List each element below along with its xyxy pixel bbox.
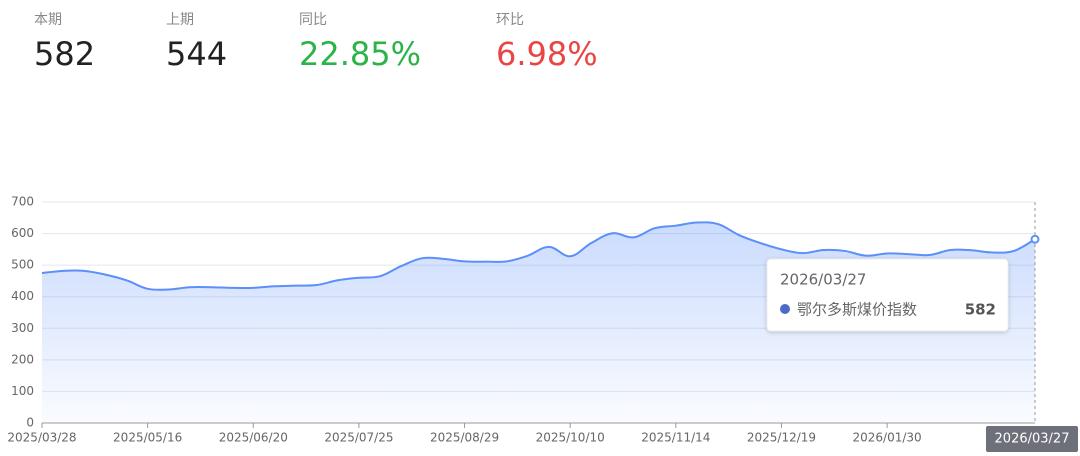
stat-value: 582	[34, 35, 95, 73]
x-tick-label: 2025/07/25	[324, 431, 393, 445]
y-tick-label: 500	[11, 258, 34, 272]
x-tick-label: 2025/11/14	[641, 431, 710, 445]
y-tick-label: 200	[11, 352, 34, 366]
tooltip-date: 2026/03/27	[780, 271, 866, 289]
pointer-label: 2026/03/27	[995, 432, 1070, 447]
x-tick-label: 2025/12/19	[747, 431, 816, 445]
pointer-label-bg	[986, 426, 1078, 452]
x-tick-label: 2025/03/28	[7, 431, 76, 445]
stat-label: 本期	[34, 12, 62, 28]
tooltip	[766, 258, 1009, 332]
stat-value: 544	[166, 35, 227, 73]
line	[41, 221, 1036, 291]
x-tick-label: 2025/10/10	[536, 431, 605, 445]
y-tick-label: 600	[11, 226, 34, 240]
stat-label: 环比	[496, 12, 524, 28]
y-tick-label: 300	[11, 321, 34, 335]
stat-value: 6.98%	[496, 35, 598, 73]
stat-value: 22.85%	[299, 35, 421, 73]
x-tick-label: 2025/06/20	[219, 431, 288, 445]
y-tick-label: 700	[11, 195, 34, 209]
highlight-point	[1030, 234, 1040, 244]
tooltip-value: 582	[965, 301, 996, 319]
x-tick-label: 2025/05/16	[113, 431, 182, 445]
y-tick-label: 400	[11, 289, 34, 303]
x-tick-label: 2025/08/29	[430, 431, 499, 445]
x-tick-label: 2026/01/30	[853, 431, 922, 445]
y-tick-label: 100	[11, 384, 34, 398]
stat-label: 上期	[166, 12, 194, 28]
stat-label: 同比	[299, 12, 327, 28]
y-tick-label: 0	[26, 416, 34, 430]
tooltip-marker	[780, 304, 790, 314]
tooltip-series: 鄂尔多斯煤价指数	[797, 301, 917, 319]
